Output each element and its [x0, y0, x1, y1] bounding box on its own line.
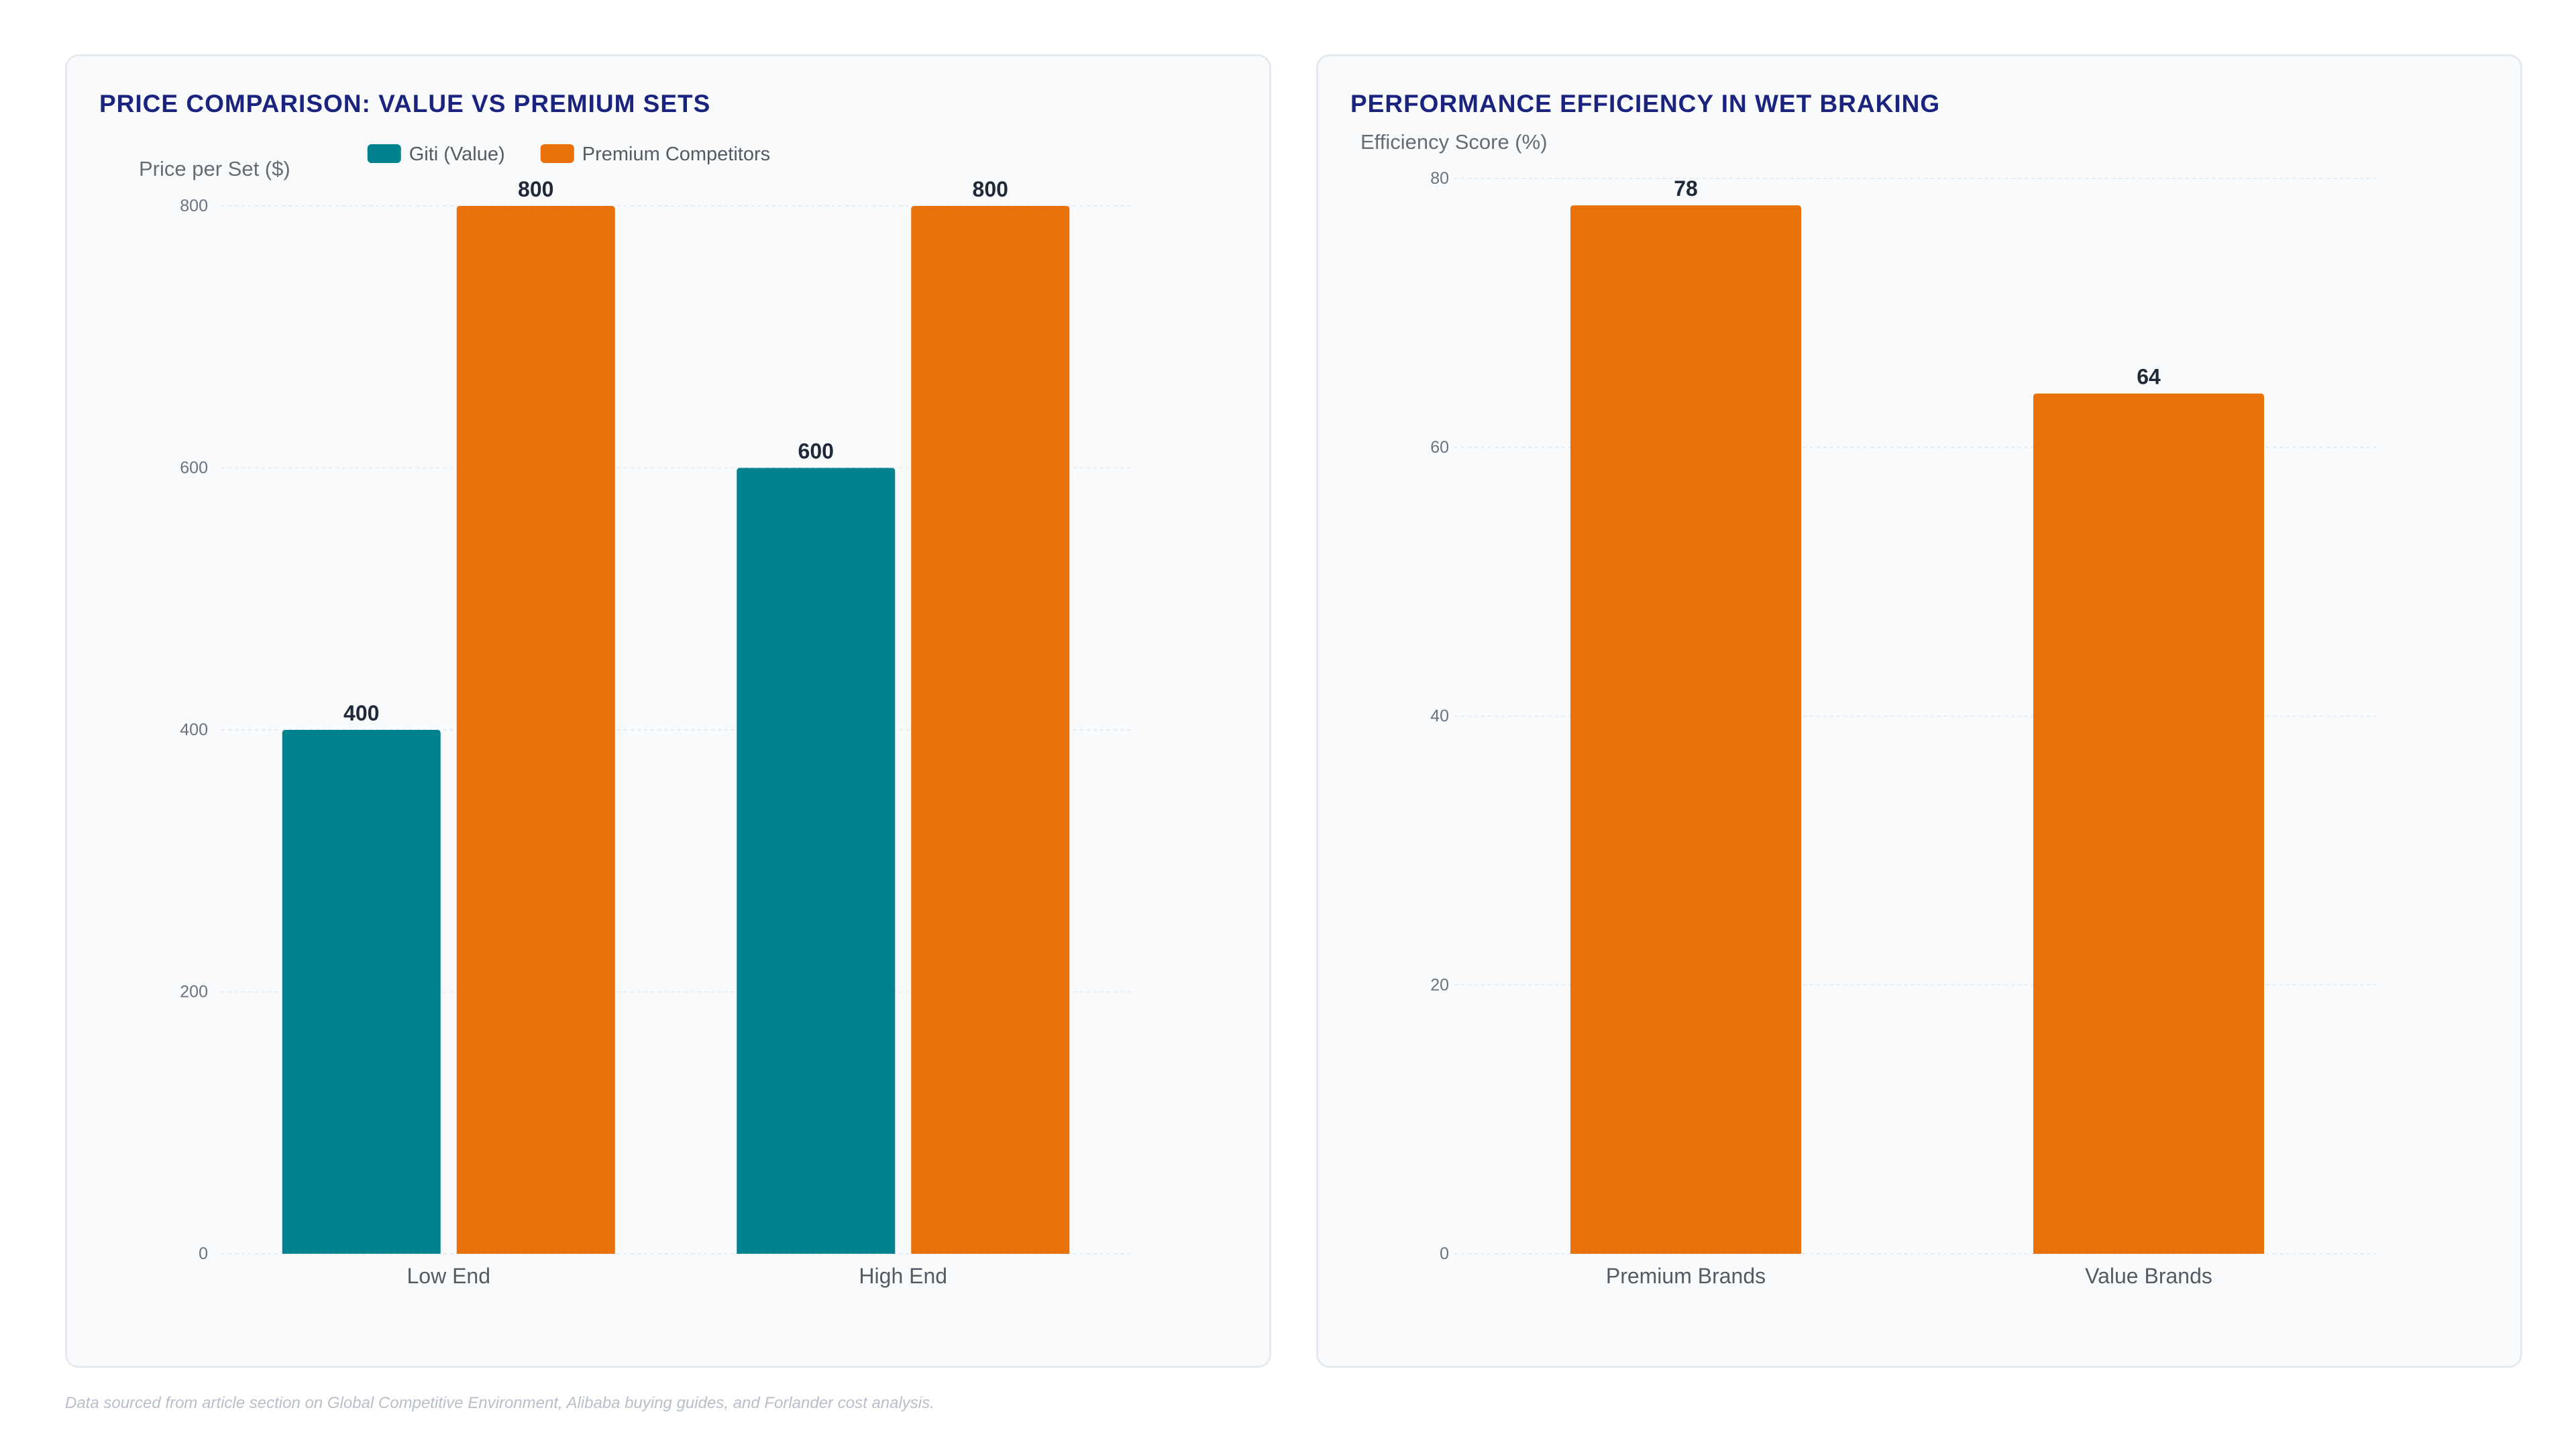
y-tick-label-0: 0	[1440, 1244, 1449, 1263]
bar-premium-competitors-high-end	[911, 206, 1070, 1254]
wet-braking-chart: Efficiency Score (%) 0 20 40 60 80 78 Premium B…	[1360, 130, 2380, 1288]
source-note: Data sourced from article section on Glo…	[65, 1394, 934, 1412]
bar-premium-competitors-low-end	[456, 206, 615, 1254]
data-label-giti-value-high-end: 600	[798, 439, 834, 464]
legend-swatch-giti-value	[367, 144, 401, 163]
braking-chart-title: PERFORMANCE EFFICIENCY IN WET BRAKING	[1350, 90, 1941, 117]
data-label-premium-competitors-low-end: 800	[518, 177, 553, 201]
legend-swatch-premium-competitors	[540, 144, 574, 163]
price-comparison-chart: Price per Set ($) 0 200 400 600 800 400 800 Low …	[139, 144, 1130, 1288]
y-tick-label-20: 20	[1430, 975, 1449, 994]
price-comparison-panel: PRICE COMPARISON: VALUE VS PREMIUM SETS …	[65, 54, 1271, 1368]
data-label-giti-value-low-end: 400	[343, 701, 379, 725]
legend-label-premium-competitors: Premium Competitors	[582, 144, 770, 165]
bar-giti-value-high-end	[737, 468, 896, 1254]
y-tick-label-40: 40	[1430, 707, 1449, 726]
y-tick-label-400: 400	[180, 720, 208, 739]
data-label-series-0-value-brands: 64	[2137, 365, 2161, 389]
y-tick-label-60: 60	[1430, 438, 1449, 457]
data-label-premium-competitors-high-end: 800	[973, 177, 1008, 201]
x-tick-label-low-end: Low End	[407, 1264, 490, 1288]
price-chart-title: PRICE COMPARISON: VALUE VS PREMIUM SETS	[99, 90, 711, 117]
x-tick-label-high-end: High End	[859, 1264, 947, 1288]
y-axis-title: Price per Set ($)	[139, 157, 290, 180]
y-tick-label-800: 800	[180, 197, 208, 215]
y-tick-label-80: 80	[1430, 169, 1449, 188]
y-tick-label-0: 0	[199, 1244, 208, 1263]
bar-series-0-value-brands	[2033, 393, 2264, 1254]
wet-braking-panel: PERFORMANCE EFFICIENCY IN WET BRAKING Ef…	[1316, 54, 2522, 1368]
data-label-series-0-premium-brands: 78	[1674, 176, 1698, 201]
y-axis-title: Efficiency Score (%)	[1360, 130, 1548, 154]
y-tick-label-600: 600	[180, 459, 208, 478]
x-tick-label-value-brands: Value Brands	[2085, 1264, 2212, 1288]
legend-label-giti-value: Giti (Value)	[409, 144, 505, 165]
y-tick-label-200: 200	[180, 983, 208, 1002]
bar-giti-value-low-end	[282, 730, 441, 1254]
x-tick-label-premium-brands: Premium Brands	[1606, 1264, 1766, 1288]
bar-series-0-premium-brands	[1570, 205, 1801, 1254]
